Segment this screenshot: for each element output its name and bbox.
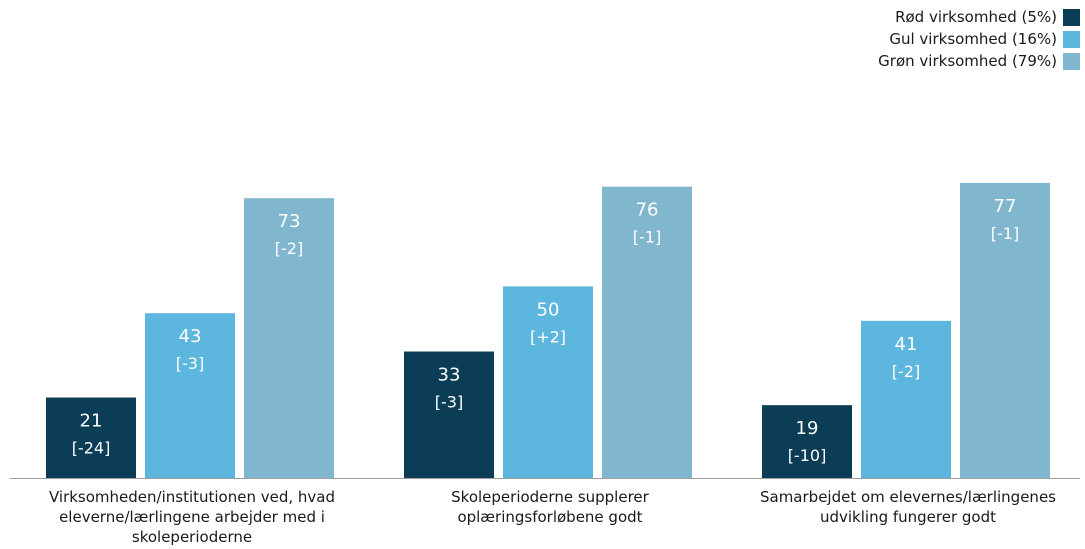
legend-label-roed: Rød virksomhed (5%) [895, 8, 1057, 26]
legend-label-gul: Gul virksomhed (16%) [889, 30, 1057, 48]
value-label-gul-3: 41 [895, 334, 918, 355]
value-label-roed-1: 21 [80, 411, 103, 432]
bar-groen-1 [244, 198, 334, 479]
bar-groen-3 [960, 182, 1050, 478]
legend-swatch-gul [1063, 30, 1080, 48]
change-label-gul-3: [-2] [892, 362, 920, 381]
legend-swatch-roed [1063, 8, 1080, 26]
legend-item-groen: Grøn virksomhed (79%) [878, 50, 1080, 72]
change-label-groen-3: [-1] [991, 224, 1019, 243]
category-label-2: Skoleperioderne supplerer oplæringsforlø… [451, 488, 649, 526]
legend-item-gul: Gul virksomhed (16%) [878, 28, 1080, 50]
legend-item-roed: Rød virksomhed (5%) [878, 6, 1080, 28]
change-label-groen-1: [-2] [275, 239, 303, 258]
value-label-groen-3: 77 [994, 196, 1017, 217]
bar-gul-2 [503, 286, 593, 478]
bar-roed-2 [404, 351, 494, 478]
change-label-roed-2: [-3] [435, 393, 463, 412]
category-label-3: Samarbejdet om elevernes/lærlingenes udv… [759, 488, 1056, 526]
value-label-gul-2: 50 [537, 299, 560, 320]
bar-gul-1 [145, 313, 235, 478]
value-label-roed-3: 19 [796, 418, 819, 439]
change-label-roed-1: [-24] [72, 439, 111, 458]
change-label-gul-1: [-3] [176, 354, 204, 373]
value-label-groen-2: 76 [636, 200, 659, 221]
bar-gul-3 [861, 320, 951, 478]
change-label-roed-3: [-10] [788, 446, 827, 465]
value-label-gul-1: 43 [179, 326, 202, 347]
change-label-gul-2: [+2] [530, 327, 566, 346]
value-label-groen-1: 73 [278, 211, 301, 232]
legend: Rød virksomhed (5%) Gul virksomhed (16%)… [878, 6, 1080, 72]
legend-label-groen: Grøn virksomhed (79%) [878, 52, 1057, 70]
change-label-groen-2: [-1] [633, 228, 661, 247]
bar-roed-3 [762, 405, 852, 478]
bar-roed-1 [46, 397, 136, 478]
category-label-1: Virksomheden/institutionen ved, hvad ele… [48, 488, 336, 546]
bar-groen-2 [602, 186, 692, 478]
value-label-roed-2: 33 [438, 365, 461, 386]
legend-swatch-groen [1063, 52, 1080, 70]
